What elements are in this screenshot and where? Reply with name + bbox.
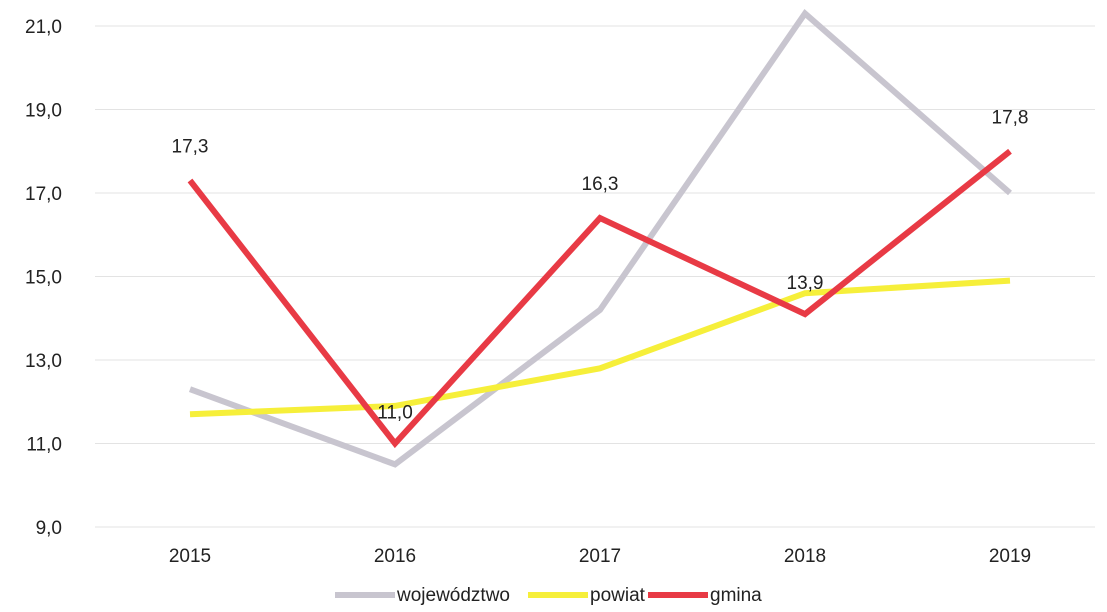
- data-label: 11,0: [377, 403, 413, 424]
- legend-label: powiat: [590, 585, 646, 606]
- y-tick-label: 11,0: [26, 435, 62, 456]
- y-tick-label: 13,0: [25, 351, 62, 372]
- legend: województwo powiat gmina: [335, 585, 762, 606]
- data-labels: 17,3 11,0 16,3 13,9 17,8: [172, 107, 1029, 423]
- y-tick-label: 19,0: [25, 101, 62, 122]
- y-axis-ticks: 9,0 11,0 13,0 15,0 17,0 19,0 21,0: [25, 17, 62, 539]
- y-tick-label: 9,0: [36, 518, 62, 539]
- series-line-3: [187, 148, 1012, 449]
- series-lines: [187, 9, 1012, 468]
- x-axis-ticks: 2015 2016 2017 2018 2019: [169, 546, 1031, 567]
- legend-label: województwo: [396, 585, 510, 606]
- x-tick-label: 2018: [784, 546, 826, 567]
- data-label: 17,8: [992, 107, 1029, 128]
- legend-label: gmina: [710, 585, 762, 606]
- x-tick-label: 2015: [169, 546, 211, 567]
- y-tick-label: 21,0: [25, 17, 62, 38]
- gridlines: [95, 25, 1095, 528]
- data-label: 17,3: [172, 136, 209, 157]
- series-line-1: [188, 9, 1012, 468]
- x-tick-label: 2017: [579, 546, 621, 567]
- y-tick-label: 17,0: [25, 184, 62, 205]
- data-label: 16,3: [582, 174, 619, 195]
- y-tick-label: 15,0: [25, 268, 62, 289]
- series-line-2: [189, 277, 1011, 418]
- x-tick-label: 2016: [374, 546, 416, 567]
- data-label: 13,9: [787, 273, 824, 294]
- x-tick-label: 2019: [989, 546, 1031, 567]
